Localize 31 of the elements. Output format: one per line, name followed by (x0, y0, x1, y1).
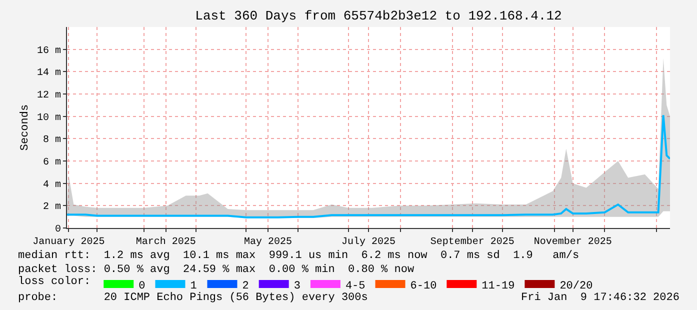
text: median rtt: 1.2 ms avg 10.1 ms max 999.1 us min 6.2 ms now 0.7 ms sd 1.9 am/s (18, 250, 580, 262)
x-tick-label: September 2025 (430, 236, 514, 248)
x-tick-label: May 2025 (244, 237, 292, 248)
legend-label: 0 (138, 280, 146, 292)
x-tick-label: July 2025 (341, 236, 396, 248)
legend-label: 3 (294, 280, 300, 292)
y-axis-title: Seconds (20, 104, 32, 151)
line-series (67, 114, 670, 218)
y-tick-label: 14 m (36, 68, 61, 80)
legend-label: 20/20 (560, 280, 593, 292)
y-tick-label: 6 m (42, 158, 61, 168)
y-tick-label: 12 m (36, 90, 61, 102)
text: packet loss: 0.50 % avg 24.59 % max 0.00 % min 0.80 % now (18, 264, 414, 276)
legend-label: 11-19 (482, 280, 515, 292)
y-tick-label: 2 m (42, 202, 61, 214)
x-tick-label: January 2025 (32, 237, 105, 248)
legend-title: loss color: (18, 276, 91, 288)
x-tick-label: November 2025 (534, 236, 612, 248)
y-tick-label: 16 m (36, 46, 61, 57)
legend-label: 1 (190, 280, 198, 292)
legend-label: 6-10 (410, 280, 437, 292)
text: Fri Jan 9 17:46:32 2026 (521, 292, 680, 304)
legend-label: 4-5 (345, 280, 366, 292)
y-tick-label: 10 m (36, 112, 61, 124)
y-tick-label: 4 m (42, 180, 61, 191)
x-tick-label: March 2025 (136, 236, 196, 248)
y-tick-label: 8 m (42, 135, 61, 146)
text: probe: 20 ICMP Echo Pings (56 Bytes) every 300s (18, 292, 368, 304)
y-tick-label: 0 (54, 224, 61, 236)
chart-title: Last 360 Days from 65574b2b3e12 to 192.168.4.12 (195, 8, 562, 24)
legend-label: 2 (242, 280, 249, 292)
